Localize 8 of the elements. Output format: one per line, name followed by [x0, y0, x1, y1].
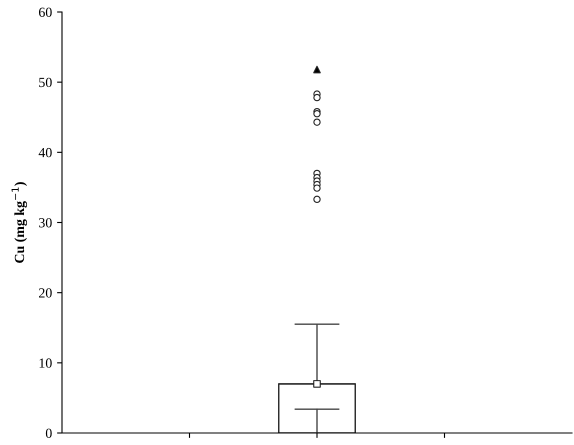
y-tick-label: 50 — [39, 78, 52, 88]
y-tick-label: 20 — [39, 288, 52, 298]
y-tick-label: 30 — [39, 218, 52, 228]
y-tick-label: 0 — [46, 428, 52, 438]
y-axis-title: Cu (mg kg$^{−1}$) — [12, 182, 28, 263]
y-tick-label: 60 — [38, 8, 52, 17]
y-tick-label: 10 — [40, 358, 52, 368]
y-tick-label: 40 — [38, 148, 52, 158]
